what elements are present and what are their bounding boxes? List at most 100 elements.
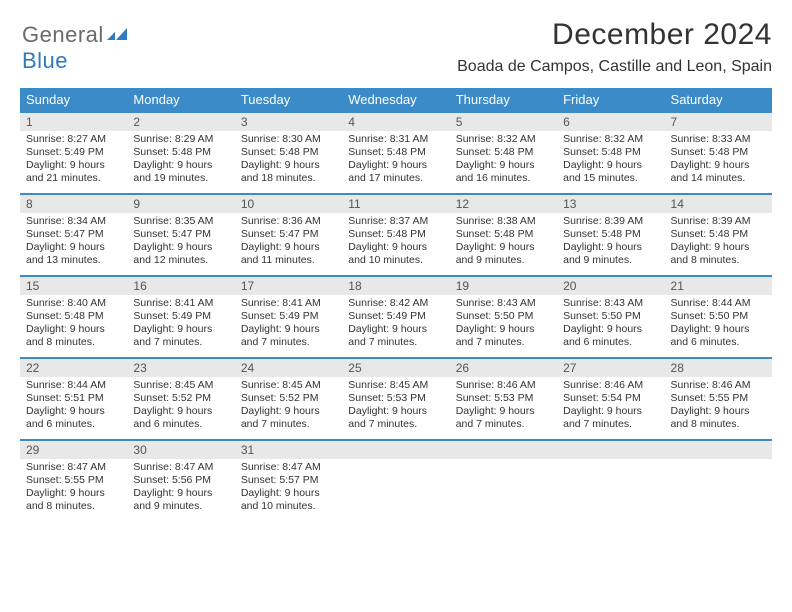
calendar-day-cell: 11Sunrise: 8:37 AMSunset: 5:48 PMDayligh… — [342, 193, 449, 275]
calendar-day-cell: 18Sunrise: 8:42 AMSunset: 5:49 PMDayligh… — [342, 275, 449, 357]
calendar-week-row: 22Sunrise: 8:44 AMSunset: 5:51 PMDayligh… — [20, 357, 772, 439]
calendar-head: SundayMondayTuesdayWednesdayThursdayFrid… — [20, 88, 772, 111]
day-details: Sunrise: 8:34 AMSunset: 5:47 PMDaylight:… — [20, 213, 127, 272]
day-number: 2 — [127, 111, 234, 131]
weekday-header: Thursday — [450, 88, 557, 111]
day-details: Sunrise: 8:29 AMSunset: 5:48 PMDaylight:… — [127, 131, 234, 190]
day-number: 26 — [450, 357, 557, 377]
weekday-header: Wednesday — [342, 88, 449, 111]
day-details: Sunrise: 8:39 AMSunset: 5:48 PMDaylight:… — [665, 213, 772, 272]
calendar-day-cell: 23Sunrise: 8:45 AMSunset: 5:52 PMDayligh… — [127, 357, 234, 439]
day-number: 8 — [20, 193, 127, 213]
calendar-day-cell: 7Sunrise: 8:33 AMSunset: 5:48 PMDaylight… — [665, 111, 772, 193]
calendar-day-cell: 12Sunrise: 8:38 AMSunset: 5:48 PMDayligh… — [450, 193, 557, 275]
day-number: 16 — [127, 275, 234, 295]
day-number: 1 — [20, 111, 127, 131]
calendar-day-cell: 6Sunrise: 8:32 AMSunset: 5:48 PMDaylight… — [557, 111, 664, 193]
calendar-day-cell: 4Sunrise: 8:31 AMSunset: 5:48 PMDaylight… — [342, 111, 449, 193]
location-text: Boada de Campos, Castille and Leon, Spai… — [457, 58, 772, 76]
day-number: 27 — [557, 357, 664, 377]
day-number: . — [665, 439, 772, 459]
day-details: Sunrise: 8:43 AMSunset: 5:50 PMDaylight:… — [450, 295, 557, 354]
day-details: Sunrise: 8:37 AMSunset: 5:48 PMDaylight:… — [342, 213, 449, 272]
calendar-day-cell: 1Sunrise: 8:27 AMSunset: 5:49 PMDaylight… — [20, 111, 127, 193]
calendar-day-cell: 5Sunrise: 8:32 AMSunset: 5:48 PMDaylight… — [450, 111, 557, 193]
day-details: Sunrise: 8:41 AMSunset: 5:49 PMDaylight:… — [127, 295, 234, 354]
day-number: 7 — [665, 111, 772, 131]
day-number: 18 — [342, 275, 449, 295]
day-details: Sunrise: 8:46 AMSunset: 5:55 PMDaylight:… — [665, 377, 772, 436]
day-number: 6 — [557, 111, 664, 131]
day-number: 22 — [20, 357, 127, 377]
day-number: 15 — [20, 275, 127, 295]
day-number: 29 — [20, 439, 127, 459]
calendar-day-cell: 27Sunrise: 8:46 AMSunset: 5:54 PMDayligh… — [557, 357, 664, 439]
day-details: Sunrise: 8:38 AMSunset: 5:48 PMDaylight:… — [450, 213, 557, 272]
day-details: Sunrise: 8:30 AMSunset: 5:48 PMDaylight:… — [235, 131, 342, 190]
calendar-day-cell: 2Sunrise: 8:29 AMSunset: 5:48 PMDaylight… — [127, 111, 234, 193]
day-details: Sunrise: 8:47 AMSunset: 5:56 PMDaylight:… — [127, 459, 234, 518]
day-details: Sunrise: 8:39 AMSunset: 5:48 PMDaylight:… — [557, 213, 664, 272]
weekday-header: Saturday — [665, 88, 772, 111]
calendar-day-cell: 21Sunrise: 8:44 AMSunset: 5:50 PMDayligh… — [665, 275, 772, 357]
day-details: Sunrise: 8:47 AMSunset: 5:55 PMDaylight:… — [20, 459, 127, 518]
brand-part1: General — [22, 22, 104, 47]
brand-part2: Blue — [22, 48, 68, 73]
calendar-day-cell: 10Sunrise: 8:36 AMSunset: 5:47 PMDayligh… — [235, 193, 342, 275]
day-details: Sunrise: 8:45 AMSunset: 5:52 PMDaylight:… — [235, 377, 342, 436]
day-details: Sunrise: 8:44 AMSunset: 5:51 PMDaylight:… — [20, 377, 127, 436]
day-number: 3 — [235, 111, 342, 131]
day-details: Sunrise: 8:46 AMSunset: 5:53 PMDaylight:… — [450, 377, 557, 436]
month-title: December 2024 — [457, 18, 772, 52]
day-number: . — [342, 439, 449, 459]
day-number: 25 — [342, 357, 449, 377]
day-number: 21 — [665, 275, 772, 295]
day-number: 9 — [127, 193, 234, 213]
calendar-day-cell: 14Sunrise: 8:39 AMSunset: 5:48 PMDayligh… — [665, 193, 772, 275]
calendar-day-cell: 31Sunrise: 8:47 AMSunset: 5:57 PMDayligh… — [235, 439, 342, 521]
calendar-day-cell: 13Sunrise: 8:39 AMSunset: 5:48 PMDayligh… — [557, 193, 664, 275]
day-number: 19 — [450, 275, 557, 295]
day-number: 28 — [665, 357, 772, 377]
day-number: . — [450, 439, 557, 459]
calendar-week-row: 1Sunrise: 8:27 AMSunset: 5:49 PMDaylight… — [20, 111, 772, 193]
calendar-day-cell: 29Sunrise: 8:47 AMSunset: 5:55 PMDayligh… — [20, 439, 127, 521]
day-number: . — [557, 439, 664, 459]
header: General Blue December 2024 Boada de Camp… — [20, 18, 772, 76]
day-number: 13 — [557, 193, 664, 213]
day-number: 24 — [235, 357, 342, 377]
day-details: Sunrise: 8:43 AMSunset: 5:50 PMDaylight:… — [557, 295, 664, 354]
day-number: 14 — [665, 193, 772, 213]
calendar-day-cell: 3Sunrise: 8:30 AMSunset: 5:48 PMDaylight… — [235, 111, 342, 193]
calendar-day-cell: 15Sunrise: 8:40 AMSunset: 5:48 PMDayligh… — [20, 275, 127, 357]
day-number: 31 — [235, 439, 342, 459]
day-number: 11 — [342, 193, 449, 213]
calendar-day-cell: 16Sunrise: 8:41 AMSunset: 5:49 PMDayligh… — [127, 275, 234, 357]
calendar-day-cell: 30Sunrise: 8:47 AMSunset: 5:56 PMDayligh… — [127, 439, 234, 521]
day-details: Sunrise: 8:44 AMSunset: 5:50 PMDaylight:… — [665, 295, 772, 354]
calendar-day-cell: . — [557, 439, 664, 521]
day-details: Sunrise: 8:32 AMSunset: 5:48 PMDaylight:… — [557, 131, 664, 190]
calendar-day-cell: 28Sunrise: 8:46 AMSunset: 5:55 PMDayligh… — [665, 357, 772, 439]
day-number: 12 — [450, 193, 557, 213]
day-details: Sunrise: 8:42 AMSunset: 5:49 PMDaylight:… — [342, 295, 449, 354]
day-details: Sunrise: 8:47 AMSunset: 5:57 PMDaylight:… — [235, 459, 342, 518]
day-details: Sunrise: 8:36 AMSunset: 5:47 PMDaylight:… — [235, 213, 342, 272]
brand-text: General Blue — [22, 22, 129, 74]
weekday-header: Sunday — [20, 88, 127, 111]
day-number: 17 — [235, 275, 342, 295]
calendar-day-cell: 19Sunrise: 8:43 AMSunset: 5:50 PMDayligh… — [450, 275, 557, 357]
day-details: Sunrise: 8:41 AMSunset: 5:49 PMDaylight:… — [235, 295, 342, 354]
day-details: Sunrise: 8:35 AMSunset: 5:47 PMDaylight:… — [127, 213, 234, 272]
title-block: December 2024 Boada de Campos, Castille … — [457, 18, 772, 76]
calendar-table: SundayMondayTuesdayWednesdayThursdayFrid… — [20, 88, 772, 521]
day-details: Sunrise: 8:45 AMSunset: 5:53 PMDaylight:… — [342, 377, 449, 436]
day-details: Sunrise: 8:31 AMSunset: 5:48 PMDaylight:… — [342, 131, 449, 190]
calendar-day-cell: 22Sunrise: 8:44 AMSunset: 5:51 PMDayligh… — [20, 357, 127, 439]
calendar-day-cell: . — [450, 439, 557, 521]
day-number: 4 — [342, 111, 449, 131]
day-details: Sunrise: 8:46 AMSunset: 5:54 PMDaylight:… — [557, 377, 664, 436]
day-details: Sunrise: 8:33 AMSunset: 5:48 PMDaylight:… — [665, 131, 772, 190]
brand-logo: General Blue — [20, 18, 129, 74]
day-number: 30 — [127, 439, 234, 459]
